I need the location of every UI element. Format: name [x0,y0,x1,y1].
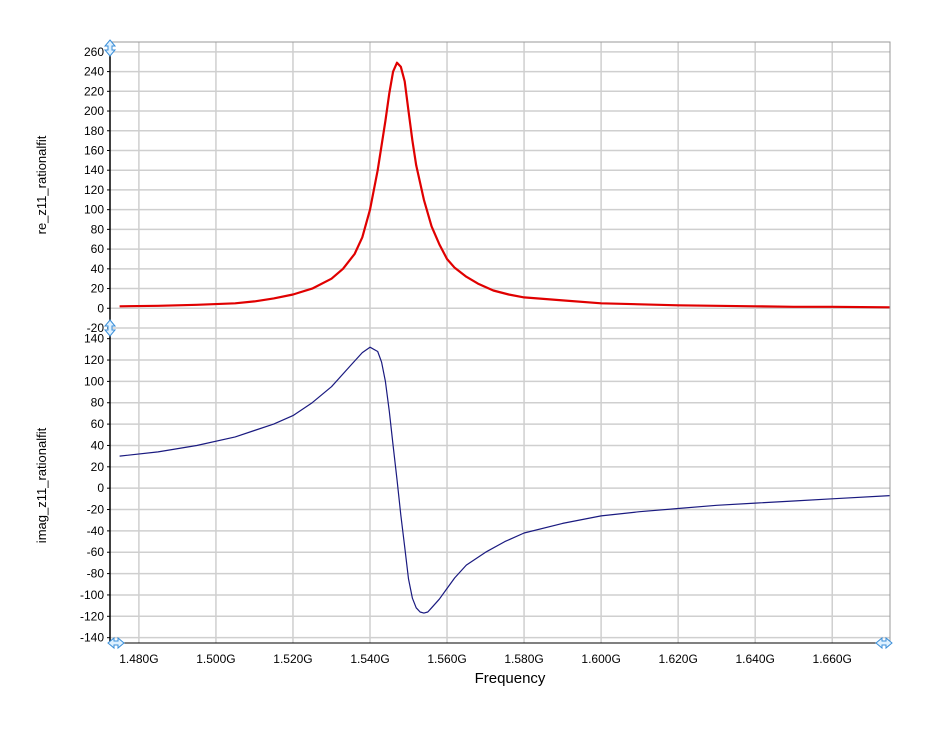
y-tick-label: 0 [97,481,104,495]
y-tick-label: 240 [84,65,104,79]
resize-handle-icon [103,319,117,337]
resize-handle-icon [875,636,893,650]
y-tick-label: 180 [84,124,104,138]
x-tick-label: 1.600G [581,652,620,666]
y-tick-label: 100 [84,374,104,388]
y-tick-label: -20 [87,503,105,517]
y-tick-label: -80 [87,567,105,581]
x-tick-label: 1.520G [273,652,312,666]
y-tick-label: 60 [91,242,105,256]
y-tick-label: 100 [84,203,104,217]
axes [103,39,893,650]
x-tick-label: 1.660G [813,652,852,666]
y-tick-label: 80 [91,222,105,236]
y-tick-label: 120 [84,353,104,367]
series-group [119,61,891,614]
x-tick-label: 1.580G [504,652,543,666]
y-tick-label: -100 [80,588,104,602]
y-tick-label: 60 [91,417,105,431]
y-tick-label: 260 [84,45,104,59]
x-axis-title: Frequency [475,670,546,687]
y-tick-label: 80 [91,396,105,410]
y-tick-label: 160 [84,143,104,157]
x-tick-label: 1.640G [735,652,774,666]
panel-divider-resize-handle[interactable] [103,319,117,337]
x-axis-left-handle[interactable] [107,636,125,650]
resize-handle-icon [103,39,117,57]
y-tick-label: 40 [91,438,105,452]
top-panel-resize-handle[interactable] [103,39,117,57]
y-tick-label: 120 [84,183,104,197]
y-tick-label: 220 [84,84,104,98]
y-tick-label: -120 [80,609,104,623]
x-axis-right-handle[interactable] [875,636,893,650]
y-tick-label: 140 [84,163,104,177]
y-axis-title: imag_z11_rationalfit [34,427,49,543]
labels: 1.480G 1.500G 1.520G 1.540G 1.560G 1.580G 1.60… [34,45,852,687]
y-tick-label: -140 [80,631,104,645]
x-tick-label: 1.620G [658,652,697,666]
y-tick-label: 140 [84,332,104,346]
series-line [119,346,891,614]
y-tick-label: 20 [91,460,105,474]
y-tick-label: 40 [91,262,105,276]
x-tick-label: 1.500G [196,652,235,666]
y-tick-label: 0 [97,301,104,315]
grid-lines [110,42,890,643]
x-tick-label: 1.540G [350,652,389,666]
y-axis-title: re_z11_rationalfit [34,135,49,234]
x-tick-label: 1.480G [119,652,158,666]
y-tick-label: 200 [84,104,104,118]
resize-handle-icon [107,636,125,650]
y-tick-label: -40 [87,524,105,538]
y-tick-label: -20 [87,321,105,335]
y-tick-label: 20 [91,282,105,296]
series-line [119,61,891,309]
y-tick-label: -60 [87,545,105,559]
x-tick-label: 1.560G [427,652,466,666]
